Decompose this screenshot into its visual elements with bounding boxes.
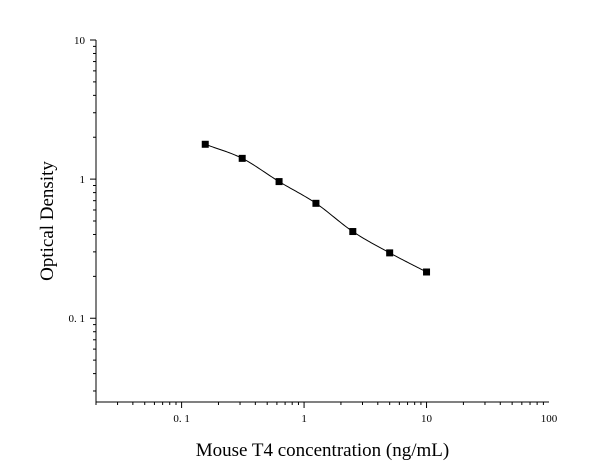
x-tick-label: 100 — [541, 413, 558, 425]
fit-curve-layer — [205, 143, 427, 273]
data-point-marker — [201, 140, 209, 148]
x-axis-label: Mouse T4 concentration (ng/mL) — [196, 440, 449, 461]
data-points-layer — [201, 140, 431, 276]
y-tick-label: 0. 1 — [69, 313, 86, 325]
data-point-marker — [312, 199, 320, 207]
ticks-layer: 0. 1 1 10 100 0. 1 1 10 — [69, 35, 558, 425]
y-tick-label: 1 — [80, 174, 86, 186]
x-tick-label: 0. 1 — [173, 413, 190, 425]
x-tick-label: 1 — [301, 413, 307, 425]
x-tick-label: 10 — [421, 413, 433, 425]
data-point-marker — [386, 249, 394, 257]
y-axis-label: Optical Density — [37, 161, 58, 281]
y-tick-label: 10 — [74, 35, 86, 47]
data-point-marker — [423, 268, 431, 276]
data-point-marker — [238, 154, 246, 162]
data-point-marker — [275, 178, 283, 186]
axes-layer — [95, 40, 549, 403]
fit-curve — [205, 143, 427, 273]
data-point-marker — [349, 228, 357, 236]
